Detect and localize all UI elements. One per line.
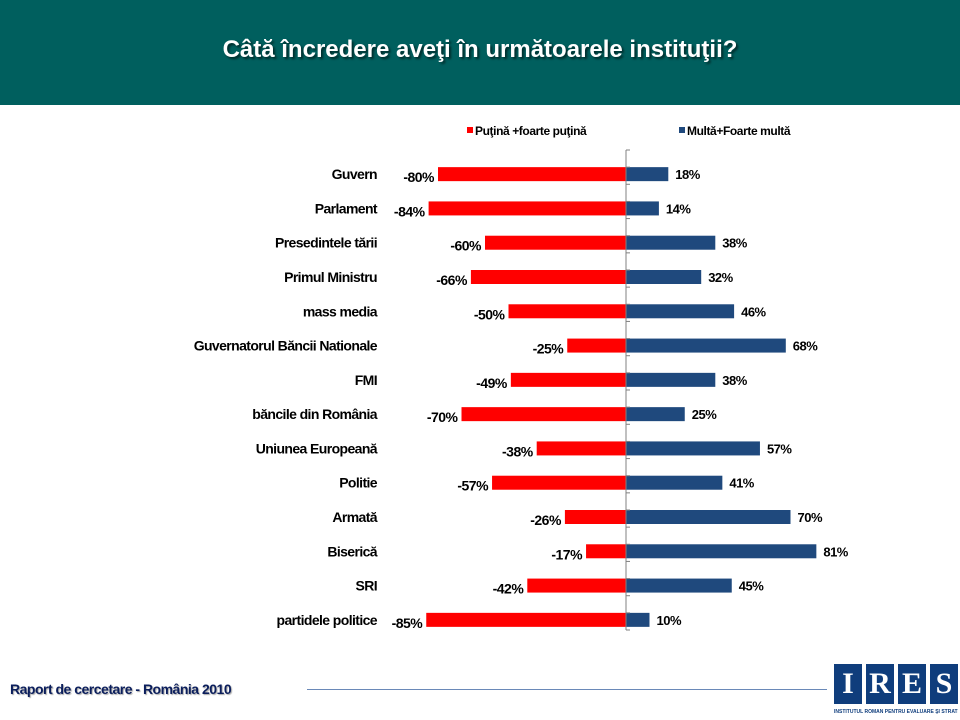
header-banner: Câtă încredere aveţi în următoarele inst… (0, 0, 960, 105)
value-label-positive: 46% (741, 304, 766, 319)
page-title: Câtă încredere aveţi în următoarele inst… (222, 36, 738, 63)
bar-positive (626, 407, 685, 422)
value-label-positive: 18% (675, 167, 700, 182)
category-label: băncile din România (252, 406, 378, 422)
ires-logo: I R E S INSTITUTUL ROMÂN PENTRU EVALUARE… (834, 664, 958, 720)
value-label-positive: 38% (722, 236, 747, 251)
bar-negative (508, 304, 626, 319)
value-label-positive: 41% (729, 476, 754, 491)
category-label: Biserică (327, 543, 377, 559)
value-label-negative: -17% (551, 546, 583, 562)
legend-swatch (679, 127, 685, 133)
bar-negative (428, 201, 626, 216)
value-label-positive: 57% (767, 441, 792, 456)
logo-letter: E (898, 664, 926, 704)
logo-letter: R (866, 664, 894, 704)
bar-negative (567, 338, 626, 353)
bar-positive (626, 201, 659, 216)
category-label: partidele politice (277, 612, 378, 628)
value-label-negative: -84% (394, 203, 426, 219)
bar-negative (527, 578, 626, 593)
bar-negative (536, 441, 626, 456)
bar-positive (626, 235, 716, 250)
category-label: mass media (303, 303, 378, 319)
value-label-positive: 70% (798, 510, 823, 525)
bar-negative (461, 407, 626, 422)
value-label-positive: 38% (722, 373, 747, 388)
report-footer-text: Raport de cercetare - România 2010 (10, 681, 232, 697)
value-label-negative: -49% (476, 375, 508, 391)
value-label-negative: -66% (436, 272, 468, 288)
bar-negative (492, 475, 626, 490)
bar-positive (626, 475, 723, 490)
category-label: Uniunea Europeană (256, 440, 378, 456)
value-label-positive: 68% (793, 339, 818, 354)
bar-negative (564, 510, 626, 524)
logo-subtitle: INSTITUTUL ROMÂN PENTRU EVALUARE ŞI STRA… (834, 709, 958, 715)
category-label: Primul Ministru (284, 269, 377, 285)
value-label-negative: -42% (493, 581, 525, 597)
bar-positive (626, 612, 650, 627)
legend-label: Puţină +foarte puţină (475, 124, 587, 138)
category-label: Guvern (332, 166, 377, 182)
chart-legend: Puţină +foarte puţină Multă+Foarte multă (467, 124, 791, 138)
category-label: Politie (339, 475, 378, 491)
category-label: FMI (355, 372, 377, 388)
bar-negative (510, 372, 626, 387)
bar-positive (626, 304, 735, 319)
bar-negative (426, 612, 626, 627)
value-label-negative: -26% (530, 512, 562, 528)
value-label-negative: -85% (392, 615, 424, 631)
value-label-positive: 81% (823, 544, 848, 559)
category-label: Parlament (315, 200, 378, 216)
value-label-negative: -57% (457, 478, 489, 494)
category-label: Armată (332, 509, 377, 525)
legend-swatch (467, 127, 473, 133)
chart-labels: Guvern -80% 18% Parlament -84% 14% Presedintel… (194, 166, 850, 631)
bar-negative (438, 167, 626, 182)
value-label-negative: -80% (403, 169, 435, 185)
bar-negative (586, 544, 626, 559)
value-label-positive: 45% (739, 579, 764, 594)
bar-negative (485, 235, 626, 250)
bar-positive (626, 270, 702, 284)
bar-positive (626, 578, 732, 593)
bar-negative (470, 270, 626, 284)
category-label: SRI (355, 578, 377, 594)
value-label-negative: -25% (533, 341, 565, 357)
value-label-positive: 25% (692, 407, 717, 422)
value-label-positive: 14% (666, 201, 691, 216)
footer-divider (307, 689, 827, 690)
bar-positive (626, 338, 786, 353)
value-label-negative: -38% (502, 443, 534, 459)
bar-positive (626, 372, 716, 387)
value-label-negative: -50% (474, 306, 506, 322)
trust-bar-chart: Puţină +foarte puţină Multă+Foarte multă … (194, 124, 850, 631)
bar-positive (626, 441, 760, 456)
value-label-negative: -70% (427, 409, 459, 425)
value-label-negative: -60% (450, 238, 482, 254)
bar-positive (626, 544, 817, 559)
chart-axis (625, 149, 630, 631)
category-label: Guvernatorul Băncii Nationale (194, 338, 378, 354)
logo-letter: I (834, 664, 862, 704)
value-label-positive: 10% (657, 613, 682, 628)
logo-letter: S (930, 664, 958, 704)
legend-label: Multă+Foarte multă (687, 124, 791, 138)
bar-positive (626, 167, 669, 182)
bar-positive (626, 510, 791, 524)
category-label: Presedintele tării (275, 235, 377, 251)
value-label-positive: 32% (708, 270, 733, 285)
chart-bars (426, 167, 817, 627)
